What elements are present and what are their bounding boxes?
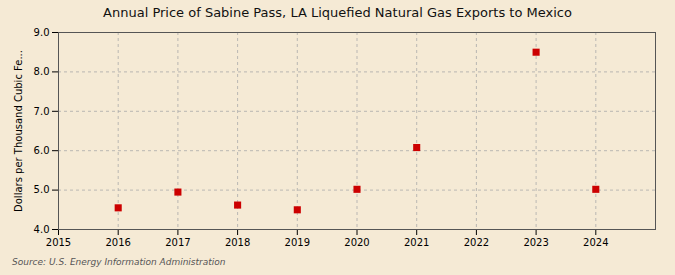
- svg-text:4.0: 4.0: [34, 224, 50, 235]
- svg-text:Dollars per Thousand Cubic Fe.: Dollars per Thousand Cubic Fe...: [13, 50, 24, 212]
- html-text:Source: U.S. Energy Informatio: Source: U.S. Energy Information Administ…: [12, 257, 226, 267]
- html-text:Annual Price of Sabine Pass, L: Annual Price of Sabine Pass, LA Liquefie…: [103, 5, 572, 20]
- svg-text:2018: 2018: [225, 237, 250, 248]
- svg-text:2022: 2022: [464, 237, 489, 248]
- svg-text:7.0: 7.0: [34, 106, 50, 117]
- svg-text:2017: 2017: [165, 237, 190, 248]
- svg-text:5.0: 5.0: [34, 184, 50, 195]
- svg-text:2023: 2023: [523, 237, 548, 248]
- svg-text:8.0: 8.0: [34, 66, 50, 77]
- svg-text:9.0: 9.0: [34, 27, 50, 38]
- svg-text:2015: 2015: [46, 237, 71, 248]
- svg-text:6.0: 6.0: [34, 145, 50, 156]
- svg-text:2019: 2019: [285, 237, 310, 248]
- svg-text:2024: 2024: [583, 237, 608, 248]
- svg-text:2020: 2020: [344, 237, 369, 248]
- svg-text:2016: 2016: [105, 237, 130, 248]
- svg-text:2021: 2021: [404, 237, 429, 248]
